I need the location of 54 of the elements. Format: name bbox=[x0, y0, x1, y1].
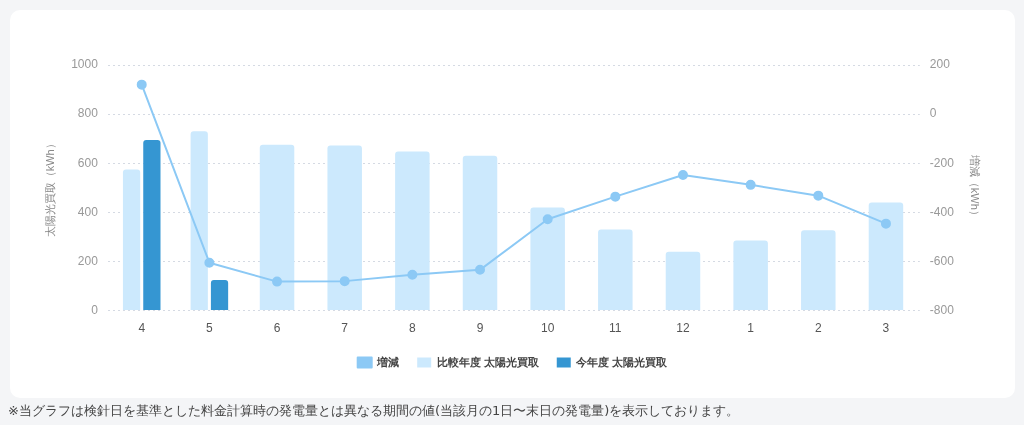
x-tick-label: 3 bbox=[882, 321, 890, 336]
y2-tick-label: 200 bbox=[929, 57, 951, 72]
y-tick-label: 1000 bbox=[71, 57, 99, 72]
text: ※当グラフは検針日を基準とした料金計算時の発電量とは異なる期間の値(当該月の1日〜末日の発電量)を表示しております。 bbox=[8, 402, 740, 420]
x-tick-label: 1 bbox=[747, 321, 755, 336]
y-tick-label: 0 bbox=[91, 302, 99, 317]
y2-axis-title: 増減（kWh） bbox=[969, 153, 982, 221]
bar bbox=[530, 207, 565, 311]
legend-label: 増減 bbox=[376, 355, 400, 368]
y2-tick-label: -600 bbox=[929, 253, 955, 268]
point bbox=[475, 264, 486, 275]
y2-tick-label: 0 bbox=[929, 106, 937, 121]
bar bbox=[801, 230, 836, 311]
point bbox=[880, 218, 891, 229]
point bbox=[745, 179, 756, 190]
x-tick-label: 10 bbox=[540, 321, 555, 336]
bar bbox=[210, 279, 229, 311]
point bbox=[813, 190, 824, 201]
x-tick-label: 11 bbox=[609, 321, 622, 336]
bar bbox=[665, 251, 701, 311]
y-tick-label: 400 bbox=[77, 204, 99, 219]
bar bbox=[462, 155, 498, 311]
x-tick-label: 4 bbox=[138, 321, 146, 336]
y2-tick-label: -800 bbox=[929, 302, 955, 317]
point bbox=[136, 79, 147, 90]
x-tick-label: 5 bbox=[206, 321, 214, 336]
y2-tick-label: -400 bbox=[929, 204, 955, 219]
bar bbox=[143, 139, 161, 311]
y-tick-label: 200 bbox=[77, 253, 99, 268]
x-tick-label: 7 bbox=[341, 321, 349, 336]
y-tick-label: 600 bbox=[77, 155, 99, 170]
y-axis-title: 太陽光買取（kWh） bbox=[43, 138, 56, 238]
bar bbox=[395, 151, 430, 311]
x-tick-label: 9 bbox=[476, 321, 484, 336]
legend-label: 比較年度 太陽光買取 bbox=[436, 355, 540, 368]
point bbox=[204, 257, 215, 268]
x-tick-label: 8 bbox=[409, 321, 417, 336]
y2-tick-label: -200 bbox=[929, 155, 955, 170]
point bbox=[677, 170, 688, 181]
bar bbox=[868, 202, 904, 311]
y-tick-label: 800 bbox=[77, 106, 99, 121]
point bbox=[407, 269, 418, 280]
point bbox=[339, 276, 350, 287]
x-tick-label: 6 bbox=[273, 321, 281, 336]
point bbox=[610, 191, 621, 202]
bar bbox=[259, 144, 295, 311]
bar bbox=[327, 145, 362, 311]
point bbox=[542, 214, 553, 225]
x-tick-label: 2 bbox=[814, 321, 822, 336]
legend-label: 今年度 太陽光買取 bbox=[575, 355, 669, 368]
x-tick-label: 12 bbox=[676, 321, 690, 336]
bar bbox=[598, 229, 633, 311]
point bbox=[272, 276, 283, 287]
bar bbox=[733, 240, 768, 311]
